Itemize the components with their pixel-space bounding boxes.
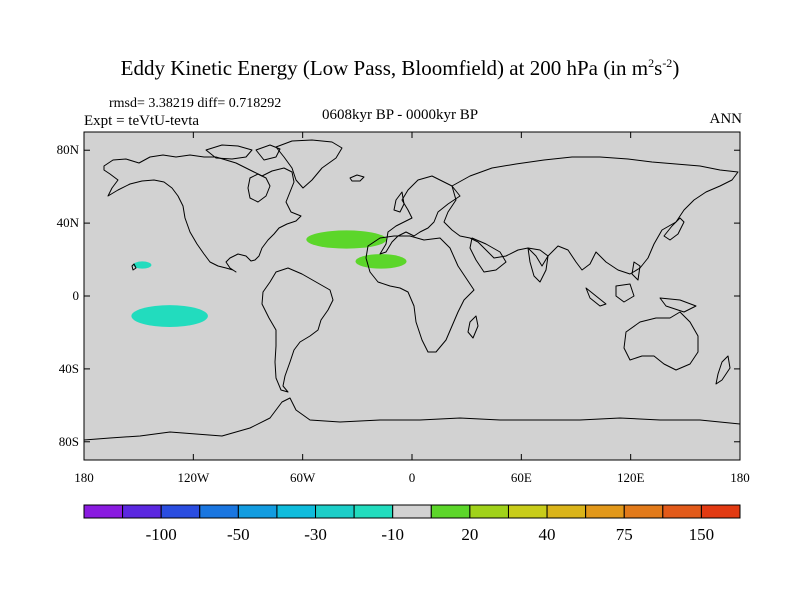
- legend-swatch: [546, 504, 587, 519]
- season-label: ANN: [709, 111, 743, 127]
- legend-label: 75: [616, 525, 633, 544]
- legend-swatch: [507, 504, 548, 519]
- legend-swatch: [623, 504, 664, 519]
- lon-tick-label: 60E: [511, 470, 532, 485]
- legend-swatch: [199, 504, 239, 519]
- lon-tick-label: 60W: [290, 470, 316, 485]
- legend-swatch: [83, 504, 124, 519]
- anomaly-region-1: [133, 261, 152, 269]
- legend-swatch: [662, 504, 702, 519]
- legend-label: -50: [227, 525, 250, 544]
- legend-swatch: [276, 504, 317, 519]
- legend-label: -10: [381, 525, 404, 544]
- legend-label: -30: [304, 525, 327, 544]
- legend-swatch: [700, 504, 741, 519]
- legend-swatch: [160, 504, 201, 519]
- lat-tick-label: 40N: [57, 215, 80, 230]
- anomaly-regions: [131, 230, 407, 327]
- legend-swatch: [122, 504, 162, 519]
- axis-ticks: 80N 40N 0 40S 80S 180 120W 60W 0 60E 120E 180: [57, 132, 750, 485]
- legend-swatch: [430, 504, 471, 519]
- legend-swatch: [392, 504, 432, 519]
- legend-swatch: [353, 504, 394, 519]
- legend-swatch: [237, 504, 278, 519]
- lat-tick-label: 80S: [59, 434, 79, 449]
- lon-tick-label: 180: [74, 470, 94, 485]
- period-label: 0608kyr BP - 0000kyr BP: [322, 107, 479, 123]
- anomaly-region-3: [355, 254, 407, 269]
- legend-label: 40: [539, 525, 556, 544]
- lon-tick-label: 180: [730, 470, 750, 485]
- lat-tick-label: 40S: [59, 361, 79, 376]
- statistics-text: rmsd= 3.38219 diff= 0.718292: [109, 96, 282, 111]
- lon-tick-label: 0: [409, 470, 416, 485]
- lat-tick-label: 80N: [57, 142, 80, 157]
- experiment-label: Expt = teVtU-tevta: [84, 113, 200, 129]
- lat-tick-label: 0: [73, 288, 80, 303]
- anomaly-region-0: [131, 305, 208, 327]
- plot-title: Eddy Kinetic Energy (Low Pass, Bloomfiel…: [120, 56, 680, 80]
- map-background: [84, 132, 740, 460]
- lon-tick-label: 120E: [617, 470, 645, 485]
- legend-label: -100: [146, 525, 177, 544]
- legend-swatch: [585, 504, 625, 519]
- legend-swatch: [469, 504, 509, 519]
- coastlines: [84, 139, 740, 441]
- anomaly-region-2: [306, 230, 387, 249]
- color-legend: -100 -50 -30 -10 20 40 75 150: [83, 504, 741, 544]
- legend-label: 20: [461, 525, 478, 544]
- legend-swatch: [315, 504, 355, 519]
- lon-tick-label: 120W: [177, 470, 210, 485]
- legend-label: 150: [689, 525, 715, 544]
